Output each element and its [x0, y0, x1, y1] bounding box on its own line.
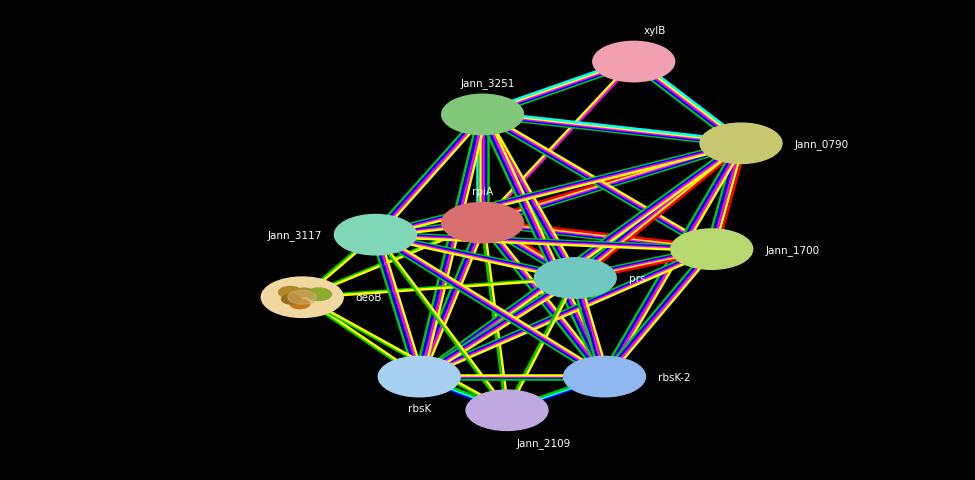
Circle shape: [671, 229, 753, 270]
Text: rbsK-2: rbsK-2: [658, 372, 690, 382]
Text: Jann_3251: Jann_3251: [460, 78, 515, 89]
Text: Jann_1700: Jann_1700: [765, 244, 820, 255]
Text: prs: prs: [629, 274, 645, 283]
Circle shape: [442, 203, 524, 243]
Circle shape: [700, 124, 782, 164]
Circle shape: [334, 215, 416, 255]
Text: Jann_0790: Jann_0790: [795, 139, 849, 149]
Text: deoB: deoB: [356, 293, 382, 302]
Circle shape: [378, 357, 460, 397]
Circle shape: [534, 258, 616, 299]
Circle shape: [593, 42, 675, 83]
Circle shape: [564, 357, 645, 397]
Circle shape: [295, 288, 313, 297]
Text: xylB: xylB: [644, 26, 666, 36]
Circle shape: [466, 390, 548, 431]
Text: rbsK: rbsK: [408, 403, 431, 413]
Circle shape: [291, 300, 310, 309]
Circle shape: [442, 95, 524, 135]
Circle shape: [279, 287, 302, 299]
Circle shape: [288, 290, 317, 305]
Circle shape: [261, 277, 343, 318]
Text: rpiA: rpiA: [472, 187, 493, 197]
Circle shape: [282, 295, 301, 304]
Circle shape: [306, 288, 332, 301]
Text: Jann_3117: Jann_3117: [267, 230, 322, 240]
Text: Jann_2109: Jann_2109: [517, 437, 571, 448]
